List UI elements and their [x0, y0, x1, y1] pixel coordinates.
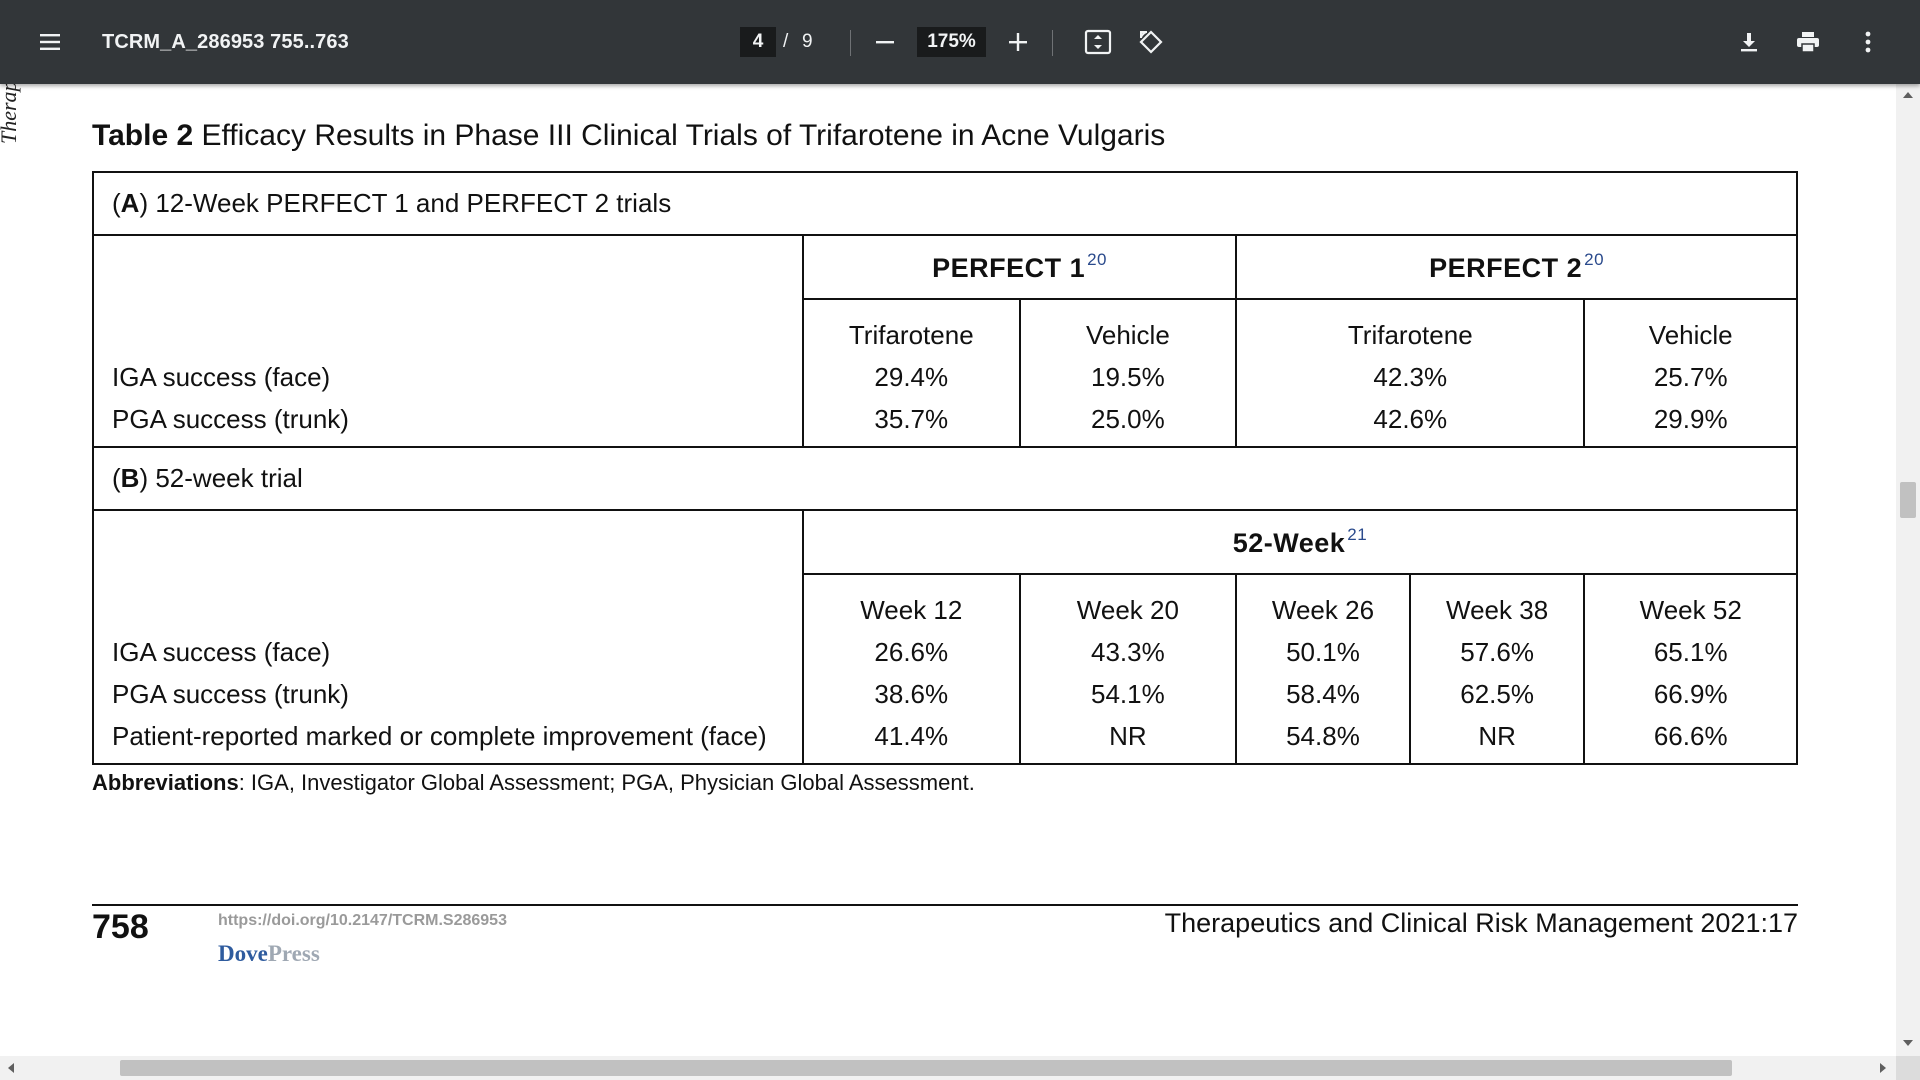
column-header: Week 20	[1076, 595, 1179, 625]
download-icon[interactable]	[1727, 20, 1771, 64]
vertical-scrollbar[interactable]	[1896, 84, 1920, 1056]
pdf-page: Therapeu Table 2 Efficacy Results in Pha…	[0, 84, 1896, 1056]
table-cell: 25.7%	[1653, 362, 1728, 392]
column-header: Trifarotene	[1347, 320, 1473, 350]
table-cell: 50.1%	[1286, 637, 1360, 667]
side-running-text: Therapeu	[0, 84, 21, 144]
table-cell: 54.8%	[1286, 721, 1360, 751]
horizontal-scrollbar[interactable]	[0, 1056, 1896, 1080]
table-cell: 42.3%	[1373, 362, 1448, 392]
column-vehicle: Vehicle 19.5% 25.0%	[1018, 298, 1238, 448]
print-icon[interactable]	[1786, 20, 1830, 64]
scroll-left-arrow-icon[interactable]	[8, 1063, 14, 1073]
row-label: PGA success (trunk)	[112, 404, 349, 434]
toolbar-divider	[850, 30, 851, 56]
section-a-row-labels: IGA success (face) PGA success (trunk)	[92, 234, 804, 448]
column-week-52: Week 52 65.1% 66.9% 66.6%	[1583, 573, 1798, 765]
section-a-title: (A) 12-Week PERFECT 1 and PERFECT 2 tria…	[92, 171, 1798, 236]
table-cell: 62.5%	[1460, 679, 1534, 709]
rotate-icon[interactable]	[1129, 20, 1173, 64]
scroll-right-arrow-icon[interactable]	[1880, 1063, 1886, 1073]
menu-icon[interactable]	[28, 20, 72, 64]
column-header: Vehicle	[1648, 320, 1733, 350]
column-trifarotene: Trifarotene 42.3% 42.6%	[1235, 298, 1586, 448]
table-cell: NR	[1478, 721, 1516, 751]
row-label: Patient-reported marked or complete impr…	[112, 721, 767, 751]
table-caption-text: Efficacy Results in Phase III Clinical T…	[201, 119, 1166, 152]
table-cell: 54.1%	[1091, 679, 1165, 709]
scroll-down-arrow-icon[interactable]	[1903, 1040, 1913, 1046]
row-label: PGA success (trunk)	[112, 679, 349, 709]
pdf-viewer[interactable]: Therapeu Table 2 Efficacy Results in Pha…	[0, 84, 1920, 1080]
efficacy-table: (A) 12-Week PERFECT 1 and PERFECT 2 tria…	[92, 171, 1799, 765]
document-title: TCRM_A_286953 755..763	[102, 31, 349, 53]
table-caption-label: Table 2	[92, 119, 194, 152]
column-header: Week 38	[1446, 595, 1549, 625]
column-header: Week 26	[1271, 595, 1375, 625]
table-caption: Table 2 Efficacy Results in Phase III Cl…	[92, 119, 1165, 153]
abbreviations-note: Abbreviations: IGA, Investigator Global …	[92, 770, 975, 795]
doi-link[interactable]: https://doi.org/10.2147/TCRM.S286953	[218, 912, 507, 929]
column-header: Trifarotene	[848, 320, 974, 350]
table-cell: 66.6%	[1653, 721, 1728, 751]
scrollbar-corner	[1896, 1056, 1920, 1080]
publisher-logo: DovePress	[218, 941, 320, 966]
table-cell: 42.6%	[1373, 404, 1448, 434]
journal-citation: Therapeutics and Clinical Risk Managemen…	[1164, 908, 1798, 938]
table-cell: 57.6%	[1460, 637, 1534, 667]
more-vert-icon[interactable]	[1846, 20, 1890, 64]
current-page-input[interactable]: 4	[740, 27, 776, 57]
column-header: Vehicle	[1085, 320, 1170, 350]
table-cell: 29.4%	[874, 362, 949, 392]
section-b-row-labels: IGA success (face) PGA success (trunk) P…	[92, 509, 804, 765]
column-header: Week 12	[860, 595, 963, 625]
row-label: IGA success (face)	[112, 362, 331, 392]
column-week-26: Week 26 50.1% 58.4% 54.8%	[1235, 573, 1411, 765]
zoom-in-icon[interactable]	[996, 20, 1040, 64]
pdf-toolbar: TCRM_A_286953 755..763 4 / 9 175%	[0, 0, 1920, 84]
footer-rule	[92, 904, 1798, 906]
toolbar-divider	[1052, 30, 1053, 56]
fit-page-icon[interactable]	[1076, 20, 1120, 64]
table-cell: 43.3%	[1091, 637, 1165, 667]
horizontal-scroll-thumb[interactable]	[120, 1060, 1732, 1076]
table-cell: 65.1%	[1653, 637, 1728, 667]
zoom-level-input[interactable]: 175%	[917, 27, 986, 57]
section-b-title: (B) 52-week trial	[92, 446, 1798, 511]
zoom-out-icon[interactable]	[863, 20, 907, 64]
group-header-perfect-1: PERFECT 1 20	[801, 234, 1238, 300]
table-cell: 26.6%	[874, 637, 949, 667]
table-cell: 58.4%	[1286, 679, 1360, 709]
vertical-scroll-thumb[interactable]	[1900, 482, 1916, 518]
scroll-up-arrow-icon[interactable]	[1903, 92, 1913, 98]
table-cell: 29.9%	[1653, 404, 1728, 434]
group-header-52-week: 52-Week 21	[801, 509, 1799, 575]
page-separator: /	[783, 31, 789, 52]
column-week-12: Week 12 26.6% 38.6% 41.4%	[801, 573, 1021, 765]
total-pages: 9	[802, 31, 813, 52]
column-header: Week 52	[1639, 595, 1742, 625]
table-cell: 35.7%	[874, 404, 949, 434]
table-cell: 38.6%	[874, 679, 949, 709]
column-trifarotene: Trifarotene 29.4% 35.7%	[801, 298, 1021, 448]
column-week-38: Week 38 57.6% 62.5% NR	[1408, 573, 1586, 765]
column-vehicle: Vehicle 25.7% 29.9%	[1583, 298, 1798, 448]
page-number: 758	[92, 908, 149, 946]
table-cell: 41.4%	[874, 721, 949, 751]
table-cell: 25.0%	[1091, 404, 1165, 434]
table-cell: 66.9%	[1653, 679, 1728, 709]
row-label: IGA success (face)	[112, 637, 331, 667]
table-cell: 19.5%	[1091, 362, 1165, 392]
group-header-perfect-2: PERFECT 2 20	[1235, 234, 1798, 300]
table-cell: NR	[1109, 721, 1147, 751]
column-week-20: Week 20 43.3% 54.1% NR	[1018, 573, 1238, 765]
